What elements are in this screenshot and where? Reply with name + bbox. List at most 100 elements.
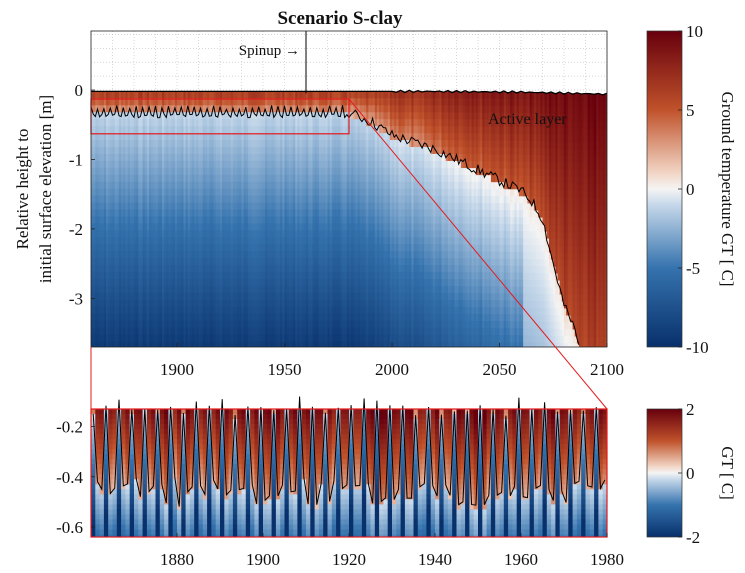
heat-cell [273, 285, 277, 294]
heat-cell [299, 258, 303, 266]
heat-cell [138, 306, 141, 315]
heat-cell [252, 244, 255, 252]
heat-cell [303, 251, 307, 259]
heat-cell [118, 237, 122, 245]
heat-cell [331, 202, 335, 210]
heat-cell [224, 91, 227, 99]
heat-cell [93, 209, 96, 217]
heat-cell [245, 105, 249, 113]
heat-cell [269, 292, 272, 301]
heat-cell [265, 202, 268, 210]
heat-cell [146, 216, 150, 224]
heat-cell [95, 216, 98, 224]
heat-cell [273, 320, 277, 328]
heat-cell [370, 153, 374, 162]
heat-cell [349, 271, 352, 280]
heat-cell [142, 119, 146, 127]
heat-cell [312, 237, 315, 245]
heat-cell [318, 195, 322, 203]
heat-cell [149, 153, 152, 162]
heat-cell [351, 265, 354, 273]
heat-cell [366, 341, 369, 347]
heat-cell [101, 188, 105, 196]
heat-cell [258, 299, 262, 308]
heat-cell [138, 174, 141, 183]
heat-cell [318, 334, 322, 342]
heat-cell [140, 195, 143, 203]
heat-cell [153, 181, 156, 190]
heat-cell [364, 299, 367, 308]
chart-title: Scenario S-clay [277, 8, 403, 29]
heat-cell [157, 126, 161, 134]
heat-cell [299, 299, 303, 308]
heat-cell [297, 292, 300, 301]
heat-cell [346, 237, 350, 245]
heat-cell [198, 181, 202, 190]
heat-cell [346, 265, 350, 273]
heat-cell [134, 119, 137, 127]
heat-cell [224, 112, 227, 120]
heat-cell [282, 327, 285, 335]
heat-cell [108, 230, 111, 238]
heat-cell [181, 299, 184, 308]
heat-cell [306, 341, 309, 347]
heat-cell [142, 209, 146, 217]
heat-cell [91, 216, 94, 224]
heat-cell [338, 237, 341, 245]
heat-cell [338, 174, 341, 183]
heat-cell [288, 209, 292, 217]
heat-cell [192, 278, 195, 287]
heat-cell [209, 209, 212, 217]
heat-cell [349, 119, 352, 127]
heat-cell [116, 112, 120, 120]
heat-cell [220, 195, 223, 203]
heat-cell [161, 334, 165, 342]
heat-cell [99, 140, 103, 148]
heat-cell [258, 119, 262, 127]
heat-cell [114, 223, 118, 231]
heat-cell [222, 237, 225, 245]
heat-cell [235, 237, 238, 245]
heat-cell [256, 327, 260, 335]
heat-cell [247, 112, 251, 120]
heat-cell [308, 278, 311, 287]
heat-cell [183, 320, 186, 328]
heat-cell [349, 292, 352, 301]
heat-cell [366, 153, 369, 162]
heat-cell [269, 126, 272, 134]
heat-cell [338, 265, 341, 273]
heat-cell [183, 258, 186, 266]
heat-cell [353, 195, 356, 203]
heat-cell [237, 341, 240, 347]
heat-cell [164, 285, 167, 294]
heat-cell [136, 223, 139, 231]
heat-cell [299, 216, 303, 224]
heat-cell [101, 237, 105, 245]
heat-cell [170, 91, 174, 99]
heat-cell [97, 237, 100, 245]
heat-cell [211, 209, 214, 217]
heat-cell [127, 320, 131, 328]
heat-cell [99, 334, 103, 342]
heat-cell [222, 278, 225, 287]
heat-cell [241, 91, 245, 99]
heat-cell [112, 327, 116, 335]
heat-cell [286, 258, 290, 266]
heat-cell [312, 105, 315, 113]
heat-cell [151, 140, 154, 148]
heat-cell [217, 153, 221, 162]
heat-cell [273, 140, 277, 148]
heat-cell [243, 146, 247, 155]
heat-cell [213, 285, 217, 294]
heat-cell [280, 167, 283, 176]
heat-cell [366, 98, 369, 106]
heat-cell [288, 126, 292, 134]
heat-cell [366, 285, 369, 294]
heat-cell [125, 91, 128, 99]
heat-cell [241, 105, 245, 113]
heat-cell [303, 216, 307, 224]
heat-cell [303, 285, 307, 294]
heat-cell [252, 258, 255, 266]
heat-cell [153, 160, 156, 169]
heat-cell [314, 188, 318, 196]
